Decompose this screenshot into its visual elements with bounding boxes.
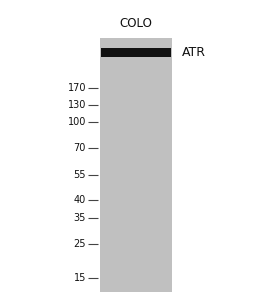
Bar: [101, 47, 171, 56]
Text: 130: 130: [68, 100, 86, 110]
Text: 15: 15: [74, 273, 86, 283]
Text: 40: 40: [74, 195, 86, 205]
Text: 25: 25: [73, 239, 86, 249]
Text: 70: 70: [74, 143, 86, 153]
Text: COLO: COLO: [120, 17, 152, 30]
Bar: [100, 38, 172, 292]
Text: 35: 35: [74, 213, 86, 223]
Text: ATR: ATR: [182, 46, 206, 59]
Text: 100: 100: [68, 117, 86, 127]
Text: 170: 170: [68, 83, 86, 93]
Text: 55: 55: [73, 170, 86, 180]
